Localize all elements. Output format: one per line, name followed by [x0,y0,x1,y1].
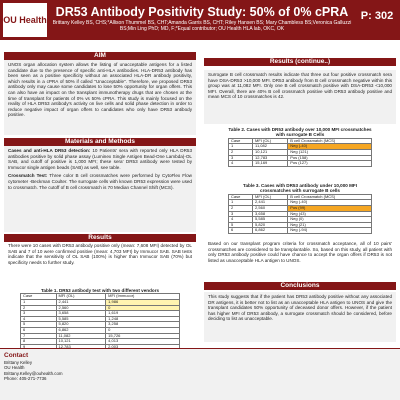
contact-heading: Contact [4,352,29,359]
results-text: Surrogate B cell crossmatch results indi… [204,70,396,124]
table-cell: Neg (-94) [287,227,372,234]
table-row: 3 3,658 1,619 [20,310,180,317]
table-caption: Table 1. DR53 antibody test with two dif… [40,288,160,293]
table-caption: Table 3. Cases with DR53 antibody under … [242,183,358,194]
contact-lines: Brittany Kelley OU Health Brittany.Kelley@… [0,360,400,382]
poster-id: P: 302 [360,10,394,22]
table-cell: 4,013 [105,338,180,345]
table-row: 8 10,121 4,013 [20,338,180,345]
contact-line: Phone: 405-271-7736 [4,376,47,382]
section-heading: Materials and Methods [4,138,196,146]
label: Crossmatch Test: [8,173,48,179]
aim-text: UNOS organ allocation system allows the … [4,60,196,135]
table-caption: Table 2. Cases with DR53 antibody over 1… [228,127,372,138]
table-cell: 4 [227,160,254,167]
table-row: 6 6,862 0 [20,327,180,334]
table-header-row: Case MFI (OL) MFI (Immucor) [20,293,180,300]
section-heading: Results [4,234,196,242]
header: OU Health DR53 Antibody Positivity Study… [0,0,400,40]
table-row: 4 5,585 1,248 [20,315,180,323]
methods-text: Cases and anti-HLA DR53 detection: 10 Pa… [4,146,196,232]
section-heading: AIM [4,52,196,60]
table-cell: Pos (127) [287,160,372,167]
section-heading: Conclusions [204,282,396,290]
table-row: 6 6,862 Neg (-94) [227,227,372,234]
table-cell: 15,169 [252,160,289,167]
conclusions-text: This study suggests that if the patient … [204,292,396,342]
table-block: Table 3. Cases with DR53 antibody under … [227,183,372,234]
results-text: Based on our transplant program criteria… [208,241,392,263]
table-block: Table 1. DR53 antibody test with two dif… [20,288,180,362]
text: 10 Patients' sera with reported only HLA… [8,148,192,170]
table-row: 1 2,441 1,986 [20,299,180,306]
table-cell: 15,726 [105,332,180,340]
logo: OU Health [3,3,47,37]
table: Case MFI (OL) B cell Crossmatch (MCS) 1 11,0… [227,137,372,167]
table-cell: 1,248 [105,315,180,323]
table-row: 7 11,082 15,726 [20,332,180,340]
contact-line: OU Health [4,365,25,371]
table-block: Table 2. Cases with DR53 antibody over 1… [227,127,372,167]
contact: Contact Brittany Kelley OU Health Brittany… [0,348,400,400]
column-header: MFI (Immucor) [105,293,180,300]
table-cell: 6,862 [252,227,289,234]
table-cell: 3,258 [105,321,180,328]
table: Case MFI (OL) MFI (Immucor) 1 2,441 1,986 2 2,5… [20,293,180,362]
contact-line: Brittany.Kelley@ouhealth.com [4,370,63,376]
title: DR53 Antibody Positivity Study: 50% of 0… [55,5,349,19]
table-cell: 1,986 [105,299,180,306]
table-row: 2 2,560 0 [20,304,180,312]
contact-line: Brittany Kelley [4,360,33,365]
table-cell: 1,619 [105,310,180,317]
table: Case MFI (OL) B cell Crossmatch (MCS) 1 2,44… [227,193,372,234]
authors: Brittany Kelley BS, CHS;*Allison Thummel… [52,20,352,32]
section-heading: Results (continue..) [204,58,396,66]
label: Cases and anti-HLA DR53 detection: [8,148,91,153]
table-row: 5 5,820 3,258 [20,321,180,328]
table-cell: 6 [227,227,254,234]
text: Three color B cell crossmatches were per… [8,173,192,190]
results-text: There were 10 cases with DR53 antibody p… [8,243,192,265]
table-cell: 0 [105,304,180,312]
table-cell: 0 [105,327,180,334]
table-row: 4 15,169 Pos (127) [227,160,372,167]
